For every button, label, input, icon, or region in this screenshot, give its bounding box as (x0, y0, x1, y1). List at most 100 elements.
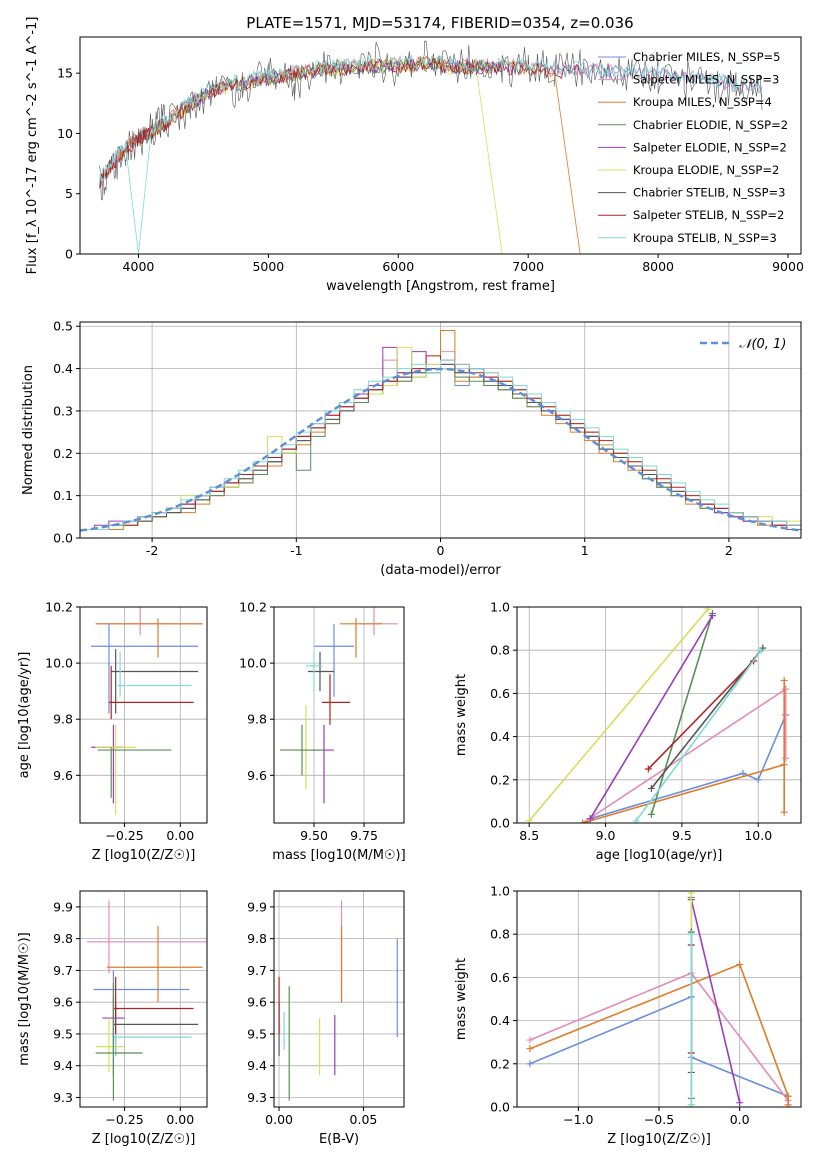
x-tick-label: 9.50 (300, 828, 328, 843)
plot-area (280, 607, 398, 804)
x-axis-label: wavelength [Angstrom, rest frame] (326, 279, 555, 294)
y-tick-label: 5 (65, 186, 73, 201)
y-tick-label: 9.9 (53, 899, 73, 914)
x-axis-label: mass [log10(M/M☉)] (272, 848, 405, 863)
weight-marker (784, 1101, 792, 1107)
y-tick-label: 9.6 (53, 995, 73, 1010)
x-tick-label: 0.00 (166, 1112, 194, 1127)
weight-line (690, 899, 741, 1103)
y-tick-label: 1.0 (490, 600, 510, 615)
x-tick-label: 5000 (252, 259, 284, 274)
legend-label: Salpeter ELODIE, N_SSP=2 (633, 140, 787, 154)
x-tick-label: 9.75 (350, 828, 378, 843)
y-tick-label: 9.7 (247, 963, 267, 978)
y-tick-label: 0.5 (53, 319, 73, 334)
y-tick-label: 9.3 (53, 1090, 73, 1105)
y-tick-label: 9.4 (247, 1058, 267, 1073)
weight-marker (754, 776, 762, 784)
axes-frame (79, 36, 802, 255)
x-axis-label: (data-model)/error (380, 563, 501, 578)
y-axis-label: mass weight (454, 674, 469, 756)
weight-line (589, 615, 714, 820)
plot-area (525, 607, 790, 823)
y-tick-label: 0.6 (490, 970, 510, 985)
x-tick-label: −0.25 (105, 828, 143, 843)
x-tick-label: 9.0 (596, 828, 616, 843)
y-tick-label: 0.8 (490, 643, 510, 658)
y-tick-label: 9.8 (247, 712, 267, 727)
y-tick-label: 0.1 (53, 488, 73, 503)
panel-age-vs-Z: −0.25 0.00 9.6 9.8 10.0 10.2 Z [log10(Z/Z☉)] ag… (17, 600, 208, 863)
weight-marker (687, 891, 695, 897)
weight-marker (526, 1036, 534, 1044)
x-tick-label: -1 (290, 543, 302, 558)
x-axis-label: Z [log10(Z/Z☉)] (92, 848, 196, 863)
y-tick-label: 0.0 (490, 1100, 510, 1115)
y-tick-label: 9.7 (53, 963, 73, 978)
weight-marker (526, 1045, 534, 1053)
spectrum-line (99, 40, 763, 201)
x-tick-label: 7000 (512, 259, 544, 274)
legend-label: Chabrier ELODIE, N_SSP=2 (633, 118, 788, 132)
x-tick-label: 10.0 (744, 828, 772, 843)
weight-marker (780, 808, 788, 816)
x-tick-label: −0.25 (105, 1112, 143, 1127)
normal-curve (80, 367, 801, 532)
x-tick-label: 2 (725, 543, 733, 558)
legend-label: Salpeter STELIB, N_SSP=2 (633, 208, 784, 222)
weight-marker (644, 765, 652, 773)
y-tick-label: 9.8 (247, 931, 267, 946)
y-tick-label: 9.5 (247, 1026, 267, 1041)
x-axis-label: Z [log10(Z/Z☉)] (607, 1132, 711, 1147)
legend-label: Kroupa ELODIE, N_SSP=2 (633, 163, 779, 177)
y-tick-label: 9.6 (247, 995, 267, 1010)
weight-marker (586, 815, 594, 823)
x-tick-label: 9000 (772, 259, 804, 274)
x-tick-label: -2 (146, 543, 158, 558)
weight-marker (526, 1060, 534, 1068)
y-tick-label: 0.4 (53, 361, 73, 376)
axes-frame (79, 890, 208, 1108)
panel-mass-vs-Z: −0.25 0.00 9.3 9.4 9.5 9.6 9.7 9.8 9.9 Z [log10(Z… (17, 890, 208, 1147)
weight-marker (739, 769, 747, 777)
weight-line (647, 660, 755, 770)
axes-frame (79, 606, 208, 824)
y-tick-label: 0.2 (490, 1056, 510, 1071)
x-tick-label: 0.05 (350, 1112, 378, 1127)
y-tick-label: 9.5 (53, 1026, 73, 1041)
y-tick-label: 10.2 (239, 600, 267, 615)
y-tick-label: 9.6 (247, 768, 267, 783)
x-tick-label: 8.5 (519, 828, 539, 843)
weight-marker (687, 930, 695, 938)
x-tick-label: 1 (581, 543, 589, 558)
weight-marker (782, 685, 790, 693)
weight-line (650, 613, 714, 815)
y-tick-label: 10.0 (45, 656, 73, 671)
panel-spectrum: Chabrier MILES, N_SSP=5 Salpeter MILES, N… (25, 17, 804, 294)
plot-area (526, 891, 792, 1107)
y-axis-label: mass weight (454, 958, 469, 1040)
y-tick-label: 0.4 (490, 1013, 510, 1028)
spectrum-line (99, 57, 581, 188)
x-tick-label: 0.0 (730, 1112, 750, 1127)
y-tick-label: 0.3 (53, 403, 73, 418)
y-tick-label: 0.6 (490, 686, 510, 701)
weight-line (582, 680, 786, 823)
x-axis-label: Z [log10(Z/Z☉)] (92, 1132, 196, 1147)
legend-label: Salpeter MILES, N_SSP=3 (633, 73, 779, 87)
y-tick-label: 10.2 (45, 600, 73, 615)
y-tick-label: 0.0 (53, 531, 73, 546)
y-axis-label: Normed distribution (21, 365, 36, 495)
x-tick-label: −0.5 (644, 1112, 674, 1127)
weight-marker (647, 810, 655, 818)
y-tick-label: 9.8 (53, 712, 73, 727)
legend-label: Chabrier STELIB, N_SSP=3 (633, 186, 785, 200)
y-tick-label: 9.3 (247, 1090, 267, 1105)
y-tick-label: 1.0 (490, 884, 510, 899)
panel-age-vs-mass: 9.50 9.75 9.6 9.8 10.0 10.2 mass [log10(M/M☉)] (239, 600, 406, 864)
axes-frame (516, 606, 802, 824)
plot-area (86, 900, 207, 1101)
y-tick-label: 9.8 (53, 931, 73, 946)
weight-line (528, 608, 709, 822)
